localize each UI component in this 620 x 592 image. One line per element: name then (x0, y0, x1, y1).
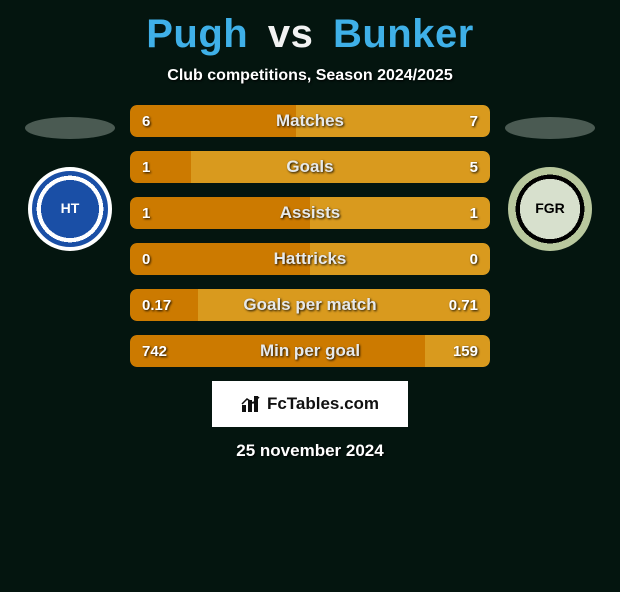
bar-left-fill (130, 289, 198, 321)
comparison-body: HT 67Matches 15Goals 11Assists 00Hattricks 0… (0, 105, 620, 367)
bar-right-fill (310, 197, 490, 229)
bar-left-fill (130, 105, 296, 137)
stat-row: 15Goals (130, 151, 490, 183)
right-badge-column: FGR (490, 117, 610, 251)
stat-row: 11Assists (130, 197, 490, 229)
left-crest-abbrev: HT (61, 201, 80, 216)
subtitle: Club competitions, Season 2024/2025 (0, 67, 620, 85)
vs-text: vs (268, 12, 314, 56)
left-photo-placeholder (25, 117, 115, 139)
chart-icon (241, 395, 261, 413)
player-left-name: Pugh (146, 12, 248, 56)
comparison-title: Pugh vs Bunker (0, 12, 620, 57)
stat-bars: 67Matches 15Goals 11Assists 00Hattricks 0.17… (130, 105, 490, 367)
right-photo-placeholder (505, 117, 595, 139)
bar-right-fill (425, 335, 490, 367)
stat-row: 00Hattricks (130, 243, 490, 275)
date-text: 25 november 2024 (0, 441, 620, 461)
left-club-crest: HT (28, 167, 112, 251)
bar-right-fill (296, 105, 490, 137)
right-crest-abbrev: FGR (535, 201, 565, 216)
stat-row: 742159Min per goal (130, 335, 490, 367)
left-badge-column: HT (10, 117, 130, 251)
player-right-name: Bunker (333, 12, 474, 56)
bar-left-fill (130, 335, 425, 367)
bar-right-fill (198, 289, 490, 321)
stat-row: 67Matches (130, 105, 490, 137)
bar-right-fill (191, 151, 490, 183)
stat-row: 0.170.71Goals per match (130, 289, 490, 321)
bar-left-fill (130, 197, 310, 229)
bar-left-fill (130, 151, 191, 183)
right-club-crest: FGR (508, 167, 592, 251)
brand-footer: FcTables.com (212, 381, 408, 427)
bar-left-fill (130, 243, 310, 275)
bar-right-fill (310, 243, 490, 275)
brand-text: FcTables.com (267, 394, 379, 414)
